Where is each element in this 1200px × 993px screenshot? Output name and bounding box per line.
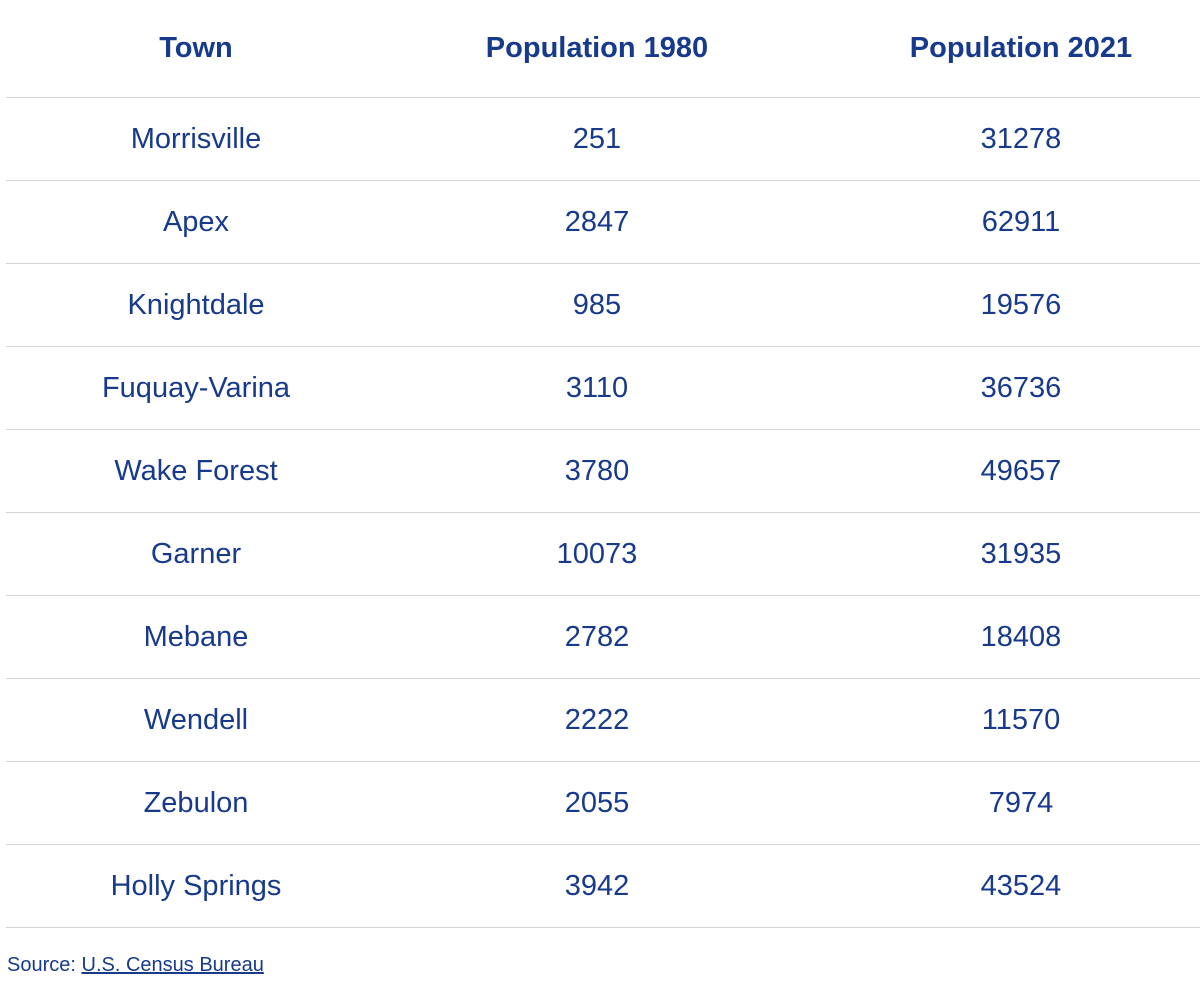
population-cell: 31278 [808, 97, 1200, 181]
population-cell: 18408 [808, 595, 1200, 679]
population-cell: 36736 [808, 346, 1200, 430]
table-row: Zebulon 2055 7974 [6, 761, 1200, 845]
population-cell: 49657 [808, 429, 1200, 513]
population-cell: 2847 [386, 180, 808, 264]
population-cell: 31935 [808, 512, 1200, 596]
population-table: Town Population 1980 Population 2021 Morri… [6, 0, 1200, 928]
town-cell: Apex [6, 180, 386, 264]
population-cell: 10073 [386, 512, 808, 596]
table-row: Holly Springs 3942 43524 [6, 844, 1200, 928]
town-cell: Fuquay-Varina [6, 346, 386, 430]
table-row: Wendell 2222 11570 [6, 678, 1200, 762]
table-row: Mebane 2782 18408 [6, 595, 1200, 679]
population-cell: 2782 [386, 595, 808, 679]
column-header: Population 2021 [808, 0, 1200, 98]
table-row: Wake Forest 3780 49657 [6, 429, 1200, 513]
table-row: Knightdale 985 19576 [6, 263, 1200, 347]
population-cell: 19576 [808, 263, 1200, 347]
town-cell: Garner [6, 512, 386, 596]
population-cell: 43524 [808, 844, 1200, 928]
population-cell: 3780 [386, 429, 808, 513]
population-cell: 3942 [386, 844, 808, 928]
population-cell: 2222 [386, 678, 808, 762]
column-header: Population 1980 [386, 0, 808, 98]
town-cell: Wake Forest [6, 429, 386, 513]
town-cell: Zebulon [6, 761, 386, 845]
town-cell: Holly Springs [6, 844, 386, 928]
town-cell: Knightdale [6, 263, 386, 347]
population-cell: 2055 [386, 761, 808, 845]
table-row: Apex 2847 62911 [6, 180, 1200, 264]
table-row: Garner 10073 31935 [6, 512, 1200, 596]
town-cell: Morrisville [6, 97, 386, 181]
table-head: Town Population 1980 Population 2021 [6, 0, 1200, 98]
population-cell: 62911 [808, 180, 1200, 264]
source-note: Source: U.S. Census Bureau [7, 954, 264, 977]
source-link[interactable]: U.S. Census Bureau [81, 954, 264, 976]
table-body: Morrisville 251 31278 Apex 2847 62911 Knightda… [6, 97, 1200, 928]
town-cell: Mebane [6, 595, 386, 679]
table-row: Fuquay-Varina 3110 36736 [6, 346, 1200, 430]
source-label: Source: [7, 954, 76, 976]
population-cell: 251 [386, 97, 808, 181]
population-cell: 985 [386, 263, 808, 347]
column-header: Town [6, 0, 386, 98]
population-cell: 11570 [808, 678, 1200, 762]
population-cell: 3110 [386, 346, 808, 430]
header-row: Town Population 1980 Population 2021 [6, 0, 1200, 98]
town-cell: Wendell [6, 678, 386, 762]
population-cell: 7974 [808, 761, 1200, 845]
table-row: Morrisville 251 31278 [6, 97, 1200, 181]
